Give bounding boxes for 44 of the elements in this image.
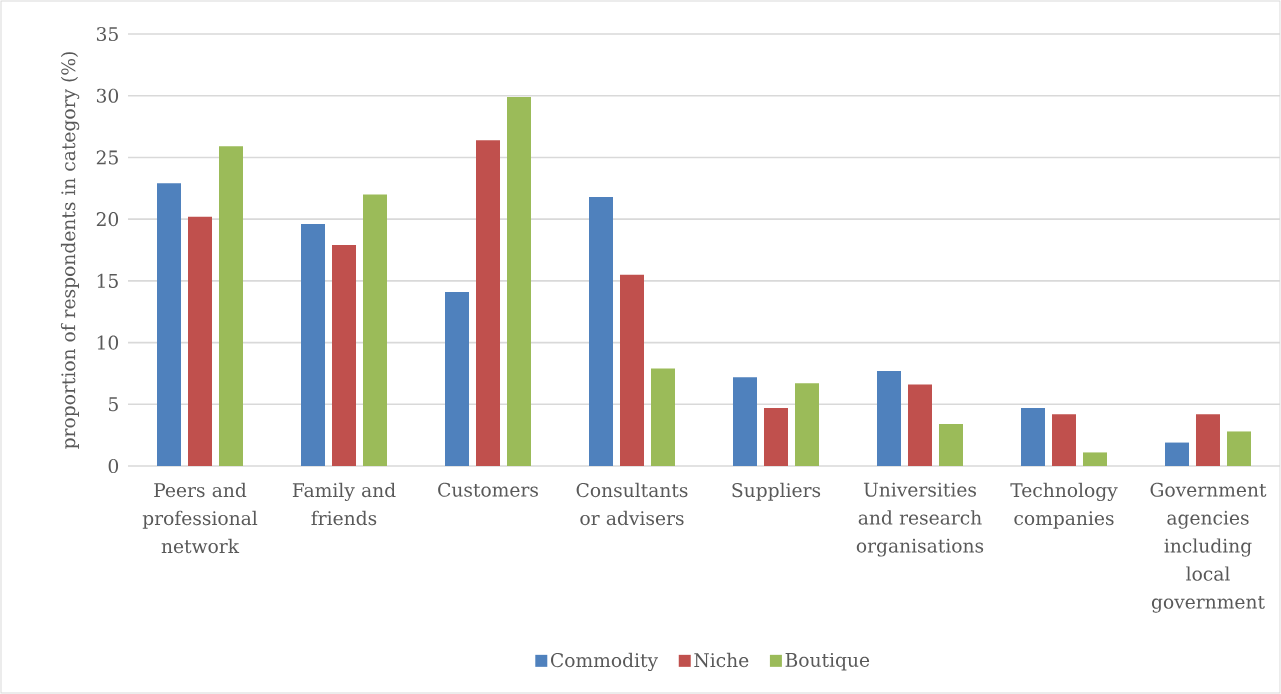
bar (445, 291, 469, 467)
y-tick-label: 10 (97, 335, 119, 350)
bar (301, 224, 325, 467)
y-axis-title: proportion of respondents in category (%) (60, 52, 80, 449)
y-tick-label: 0 (108, 458, 119, 474)
y-tick-label: 20 (96, 212, 119, 227)
bar (363, 194, 388, 467)
bar (1227, 431, 1251, 467)
bar (939, 424, 963, 467)
bar (733, 377, 757, 467)
legend-label: Boutique (785, 652, 870, 671)
bar (1083, 452, 1107, 467)
bar (589, 196, 613, 467)
bar (219, 146, 244, 467)
y-tick-label: 15 (97, 273, 118, 288)
bar (507, 96, 531, 467)
y-tick-label: 35 (96, 26, 118, 42)
bar (764, 408, 788, 467)
x-tick-label: Peers and professional network (142, 482, 258, 554)
x-tick-label: Suppliers (732, 482, 821, 501)
bar (795, 383, 819, 467)
x-tick-label: Consultants or advisers (576, 482, 688, 526)
bar (1052, 414, 1076, 467)
bar (877, 370, 901, 467)
bar (1021, 408, 1045, 467)
y-tick-label: 30 (96, 88, 119, 103)
legend-label: Commodity (551, 652, 659, 672)
legend-label: Niche (694, 652, 749, 668)
x-tick-label: Universities and research organisations (856, 482, 984, 557)
bar (620, 274, 644, 467)
bar (332, 245, 356, 467)
x-tick-label: Technology companies (1010, 482, 1118, 529)
x-tick-label: Family and friends (292, 482, 396, 526)
x-tick-label: Customers (438, 482, 538, 497)
bar (188, 216, 212, 467)
y-tick-label: 5 (109, 397, 118, 412)
x-tick-label: Government agencies including local government (1150, 482, 1267, 613)
y-tick-label: 25 (96, 150, 118, 165)
bar (1196, 414, 1220, 467)
bar (908, 384, 932, 467)
bar (157, 183, 181, 467)
bar (651, 368, 675, 467)
bar (1164, 442, 1189, 467)
bar (476, 140, 501, 467)
